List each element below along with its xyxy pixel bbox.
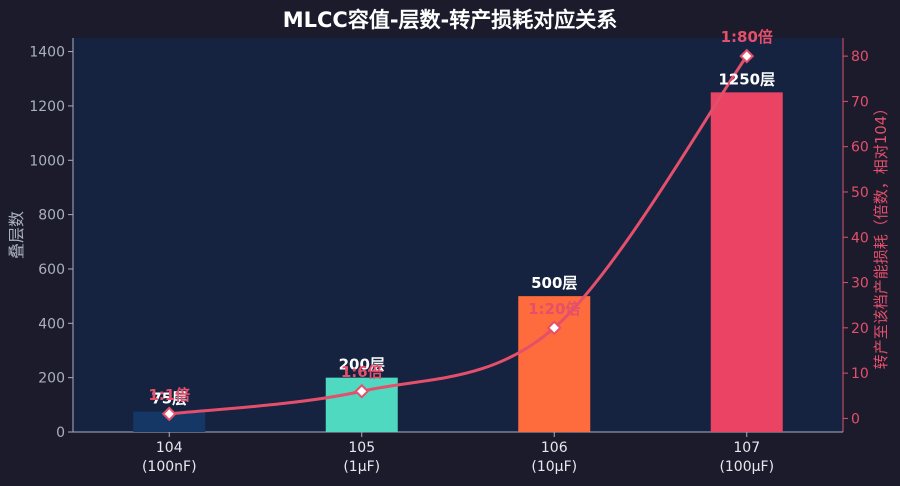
bar-value-label: 200层 (339, 356, 385, 374)
bar-value-label: 75层 (151, 390, 187, 408)
data-labels: 75层 200层 500层 1250层 1:1倍 1:6倍 1:20倍 1:80倍 (148, 28, 775, 408)
right-tick-label: 40 (851, 230, 869, 246)
left-tick-label: 600 (38, 262, 65, 278)
right-tick-label: 10 (851, 366, 869, 382)
bar-value-label: 500层 (531, 274, 577, 292)
left-tick-label: 400 (38, 316, 65, 332)
left-tick-label: 1000 (29, 153, 65, 169)
x-axis: 104 (100nF) 105 (1μF) 106 (10μF) 107 (100μF) (73, 431, 843, 475)
bar (133, 411, 206, 432)
line-path (169, 55, 748, 416)
left-tick-label: 200 (38, 371, 65, 387)
left-tick-label: 0 (56, 425, 65, 441)
bar (710, 92, 783, 433)
right-tick-label: 0 (851, 411, 860, 427)
right-tick-label: 30 (851, 276, 869, 292)
y-axis-label: 叠层数 (7, 211, 26, 259)
right-tick-label: 70 (851, 94, 869, 110)
line-point (161, 406, 177, 422)
right-tick-label: 80 (851, 49, 869, 65)
left-axis: 0 200 400 600 800 1000 1200 1400 (29, 38, 74, 441)
y2-axis-label: 转产至该档产能损耗（倍数，相对104） (872, 101, 890, 370)
x-tick-label: 104 (100nF) (142, 440, 197, 475)
x-tick-label: 106 (10μF) (531, 440, 577, 475)
x-tick-label: 105 (1μF) (343, 440, 380, 475)
left-tick-label: 1400 (29, 45, 65, 61)
line-point (739, 48, 755, 64)
line-value-label: 1:1倍 (148, 386, 190, 404)
chart-title: MLCC容值-层数-转产损耗对应关系 (283, 8, 618, 32)
line-value-label: 1:20倍 (528, 300, 580, 318)
right-axis: 0 10 20 30 40 50 60 70 80 (842, 38, 869, 432)
right-tick-label: 60 (851, 140, 869, 156)
left-tick-label: 1200 (29, 99, 65, 115)
x-tick-label: 107 (100μF) (719, 440, 774, 475)
bar-value-label: 1250层 (718, 70, 775, 88)
line-value-label: 1:80倍 (721, 28, 773, 46)
line-point (546, 320, 562, 336)
line-series (161, 48, 755, 422)
left-tick-label: 800 (38, 208, 65, 224)
line-point (354, 383, 370, 399)
line-value-label: 1:6倍 (341, 363, 383, 381)
bar (518, 296, 591, 432)
right-tick-label: 20 (851, 321, 869, 337)
right-tick-label: 50 (851, 185, 869, 201)
bar-series (133, 92, 783, 433)
